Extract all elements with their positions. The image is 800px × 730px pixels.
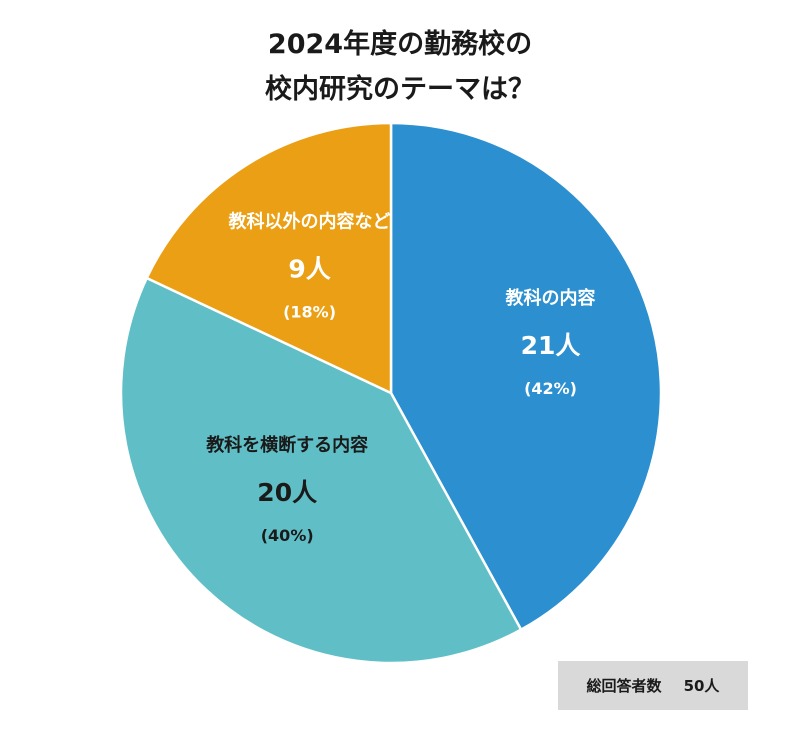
total-respondents-count: 50人 bbox=[683, 677, 720, 695]
slice-label-3: 教科以外の内容など bbox=[229, 210, 391, 232]
slice-percent-1: (42%) bbox=[524, 379, 577, 398]
pie-slice-3 bbox=[145, 121, 393, 395]
slice-label-1: 教科の内容 bbox=[506, 287, 596, 309]
slice-percent-2: (40%) bbox=[261, 526, 314, 545]
total-respondents-label: 総回答者数 bbox=[586, 677, 662, 695]
slice-count-2: 20人 bbox=[257, 478, 317, 507]
chart-title-line2: 校内研究のテーマは？ bbox=[265, 74, 535, 105]
pie-slice-2 bbox=[119, 276, 523, 665]
slice-label-2: 教科を横断する内容 bbox=[206, 434, 368, 456]
chart-title: 2024年度の勤務校の 校内研究のテーマは？ bbox=[0, 22, 800, 112]
chart-title-line1: 2024年度の勤務校の bbox=[267, 29, 533, 60]
slice-percent-3: (18%) bbox=[283, 302, 336, 321]
slice-count-3: 9人 bbox=[288, 254, 330, 283]
pie-slice-1 bbox=[389, 121, 663, 632]
slice-count-1: 21人 bbox=[521, 331, 581, 360]
total-respondents-box: 総回答者数 50人 bbox=[558, 661, 748, 710]
